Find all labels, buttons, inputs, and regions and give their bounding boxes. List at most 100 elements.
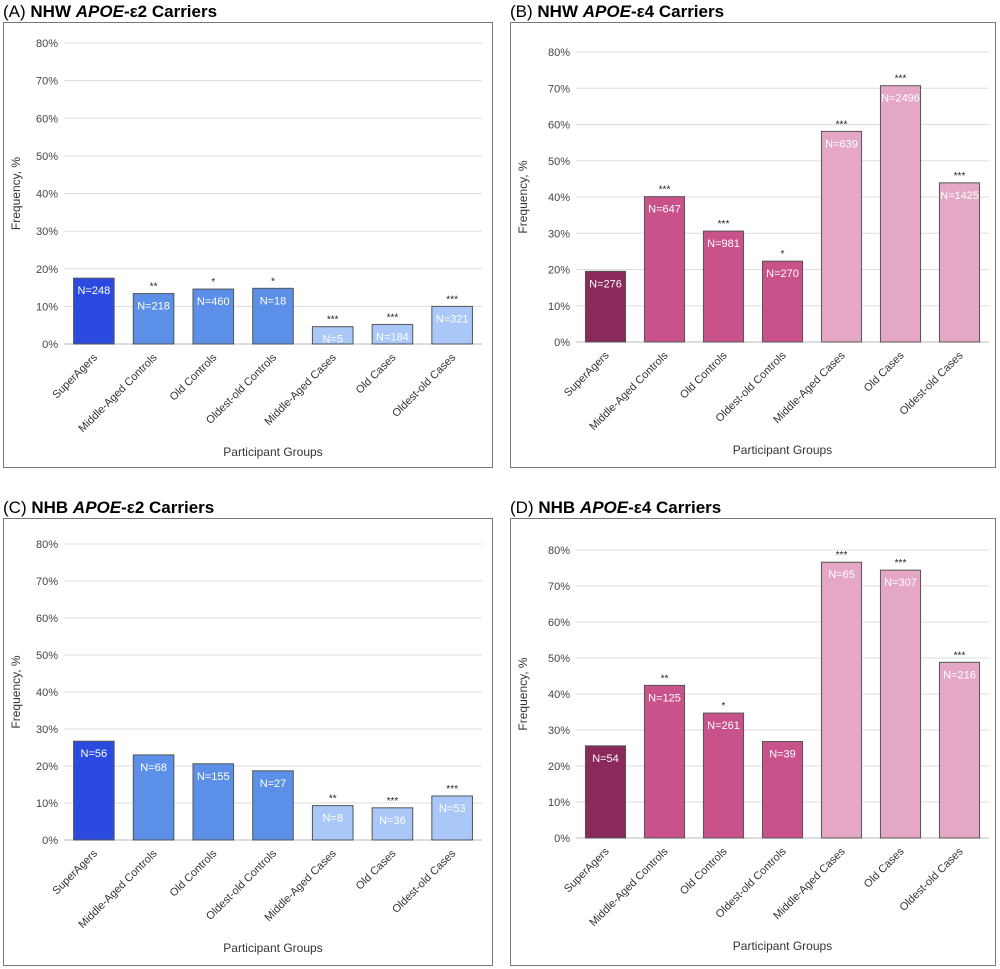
y-tick-label: 10% (36, 798, 58, 810)
bar-n-label: N=27 (260, 778, 287, 790)
significance-label: *** (446, 784, 458, 795)
y-tick-label: 10% (548, 301, 570, 313)
bar-n-label: N=125 (648, 692, 681, 704)
bar-n-label: N=261 (707, 720, 740, 732)
bar (132, 293, 175, 345)
significance-label: *** (954, 650, 966, 661)
significance-label: * (271, 276, 275, 287)
bar (252, 770, 294, 841)
y-tick-label: 70% (36, 576, 58, 588)
bar (643, 684, 686, 839)
chart-frame: 0% 10% 20% 30% 40% 50% 60% 70% 80% N=56 SuperAgers… (3, 518, 493, 966)
bar (311, 326, 354, 345)
bar-n-label: N=54 (592, 753, 619, 765)
bar (584, 270, 627, 343)
bar-n-label: N=307 (884, 577, 917, 589)
y-tick-label: 10% (548, 797, 570, 809)
y-tick-label: 0% (42, 835, 58, 847)
x-tick-label: SuperAgers (562, 349, 612, 399)
x-tick-label: SuperAgers (50, 847, 100, 897)
x-tick-label: Old Controls (168, 847, 220, 899)
significance-label: * (722, 701, 726, 712)
y-tick-label: 40% (36, 189, 58, 201)
y-tick-label: 50% (548, 653, 570, 665)
significance-label: *** (327, 315, 339, 326)
bar (584, 745, 627, 839)
chart-frame: 0% 10% 20% 30% 40% 50% 60% 70% 80% N=54 SuperAgers… (510, 518, 996, 966)
significance-label: ** (329, 794, 337, 805)
bar-n-label: N=36 (379, 815, 406, 827)
bar-n-label: N=39 (769, 749, 796, 761)
x-tick-label: SuperAgers (562, 845, 612, 895)
bar-n-label: N=218 (137, 301, 170, 313)
y-axis-title: Frequency, % (516, 657, 530, 730)
bar (431, 795, 473, 841)
y-tick-label: 80% (36, 539, 58, 551)
bar (132, 754, 175, 841)
x-tick-label: Oldest-old Cases (897, 845, 965, 913)
y-tick-label: 60% (36, 613, 58, 625)
significance-label: *** (718, 219, 730, 230)
panel-title: (B) NHW APOE-ε4 Carriers (510, 2, 725, 21)
bar-n-label: N=981 (707, 238, 740, 250)
bar (431, 305, 473, 345)
x-tick-label: Old Cases (354, 351, 399, 396)
significance-label: * (211, 277, 215, 288)
x-tick-label: Old Cases (862, 845, 907, 890)
y-tick-label: 0% (554, 337, 570, 349)
y-tick-label: 20% (36, 761, 58, 773)
y-axis-title: Frequency, % (516, 160, 530, 233)
chart-frame: 0% 10% 20% 30% 40% 50% 60% 70% 80% N=276 SuperAger… (510, 22, 996, 468)
x-axis-title: Participant Groups (223, 941, 322, 955)
bar-n-label: N=53 (439, 803, 466, 815)
bar (252, 287, 294, 345)
x-tick-label: Old Cases (354, 847, 399, 892)
y-tick-label: 0% (554, 833, 570, 845)
y-tick-label: 20% (548, 265, 570, 277)
y-tick-label: 10% (36, 301, 58, 313)
bar-n-label: N=321 (436, 313, 469, 325)
bar-n-label: N=1425 (940, 190, 979, 202)
x-tick-label: Oldest-old Cases (390, 351, 458, 419)
significance-label: *** (954, 171, 966, 182)
bar (702, 712, 745, 839)
bar-n-label: N=270 (766, 268, 799, 280)
significance-label: *** (895, 558, 907, 569)
x-tick-label: Oldest-old Cases (897, 349, 965, 417)
bar-n-label: N=184 (376, 331, 409, 343)
significance-label: *** (836, 119, 848, 130)
bar (192, 763, 235, 841)
bar-chart: 0% 10% 20% 30% 40% 50% 60% 70% 80% N=276 SuperAger… (516, 47, 989, 457)
significance-label: *** (659, 185, 671, 196)
panel-title: (A) NHW APOE-ε2 Carriers (3, 2, 218, 21)
bar (73, 740, 115, 841)
bar-n-label: N=216 (943, 669, 976, 681)
x-tick-label: Old Cases (862, 349, 907, 394)
significance-label: ** (661, 673, 669, 684)
x-axis-title: Participant Groups (733, 443, 832, 457)
significance-label: * (781, 249, 785, 260)
x-axis-title: Participant Groups (223, 445, 322, 459)
panel-title: (D) NHB APOE-ε4 Carriers (510, 498, 722, 517)
y-tick-label: 0% (42, 339, 58, 351)
x-tick-label: Old Controls (678, 349, 730, 401)
y-tick-label: 50% (548, 156, 570, 168)
chart-frame: 0% 10% 20% 30% 40% 50% 60% 70% 80% N=248 SuperAger… (3, 22, 493, 468)
bar (761, 260, 804, 343)
y-axis-title: Frequency, % (9, 655, 23, 728)
y-tick-label: 60% (548, 120, 570, 132)
y-tick-label: 30% (36, 226, 58, 238)
x-tick-label: Old Controls (168, 351, 220, 403)
y-tick-label: 20% (548, 761, 570, 773)
bar (311, 805, 354, 841)
y-tick-label: 80% (36, 38, 58, 50)
bar (643, 196, 686, 343)
bar (371, 807, 414, 841)
y-tick-label: 30% (548, 725, 570, 737)
significance-label: ** (150, 282, 158, 293)
bar (761, 741, 804, 839)
x-tick-label: Oldest-old Cases (390, 847, 458, 915)
bar-n-label: N=65 (828, 569, 855, 581)
y-tick-label: 30% (36, 724, 58, 736)
significance-label: *** (446, 294, 458, 305)
